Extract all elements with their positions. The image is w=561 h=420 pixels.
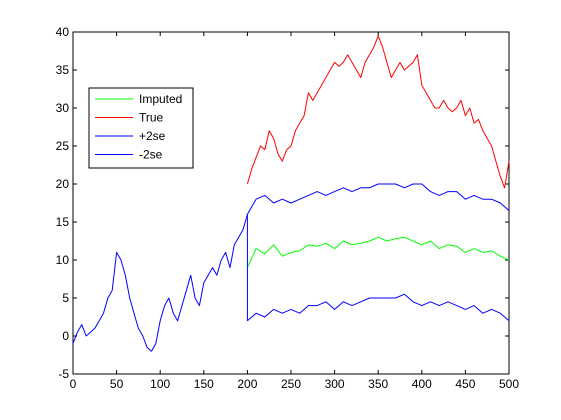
y-tick-label: 10 [56, 253, 70, 267]
x-tick-label: 200 [237, 377, 257, 391]
series-line-imputed [246, 236, 510, 268]
y-tick-label: 40 [56, 25, 70, 39]
axis-ticks: 0 50 100 150 200 250 300 350 400 450 500-505101520… [56, 25, 520, 391]
legend-entry: True [139, 111, 164, 125]
series-layer [72, 35, 510, 352]
series-line-true [246, 35, 510, 189]
x-tick-label: 250 [281, 377, 301, 391]
y-tick-label: 20 [56, 177, 70, 191]
x-tick-label: 150 [194, 377, 214, 391]
legend-entry: +2se [139, 129, 166, 143]
x-tick-label: 450 [455, 377, 475, 391]
y-tick-label: 35 [56, 63, 70, 77]
x-tick-label: 300 [325, 377, 345, 391]
series-line-2se [72, 183, 510, 352]
x-tick-label: 0 [70, 377, 77, 391]
x-tick-label: 400 [412, 377, 432, 391]
y-tick-label: 30 [56, 101, 70, 115]
x-tick-label: 350 [368, 377, 388, 391]
x-tick-label: 100 [150, 377, 170, 391]
legend-entry: -2se [139, 148, 163, 162]
y-tick-label: -5 [58, 367, 69, 381]
series-line-2se [247, 293, 510, 322]
legend: Imputed True +2se -2se [88, 87, 194, 169]
y-tick-label: 5 [62, 291, 69, 305]
y-tick-label: 15 [56, 215, 70, 229]
y-tick-label: 0 [62, 329, 69, 343]
y-tick-label: 25 [56, 139, 70, 153]
x-tick-label: 500 [499, 377, 519, 391]
legend-entry: Imputed [139, 92, 182, 106]
x-tick-label: 50 [110, 377, 124, 391]
